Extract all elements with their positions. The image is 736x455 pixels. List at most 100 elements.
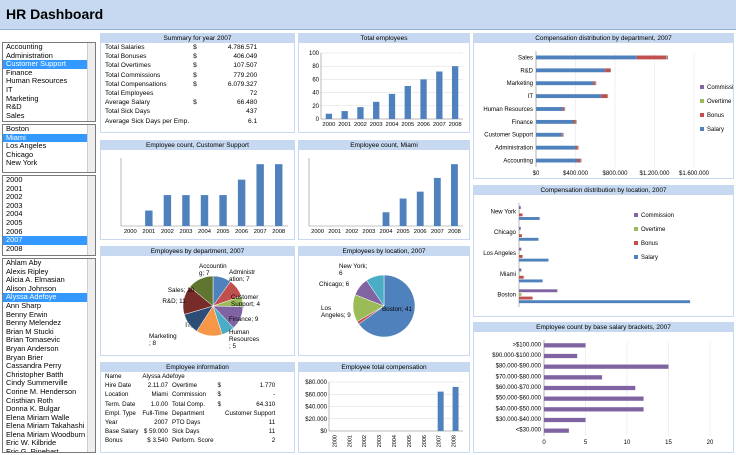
bar xyxy=(544,396,644,401)
bar-segment xyxy=(577,158,581,163)
departments-list-item[interactable]: Finance xyxy=(6,67,33,77)
employees-list-item[interactable]: Benny Melendez xyxy=(6,318,62,328)
x-tick-label: 2003 xyxy=(377,435,383,447)
scrollbar[interactable] xyxy=(87,259,95,452)
employees-list-item[interactable]: Bryan Anderson xyxy=(6,343,59,353)
x-tick-label: 2008 xyxy=(449,122,462,128)
employees-list-item[interactable]: Alyssa Adefoye xyxy=(3,293,95,302)
x-tick-label: 2006 xyxy=(422,435,428,447)
employee-list[interactable]: Ahlam Aby Alexis Ripley Alicia A. Elmasian… xyxy=(2,258,96,453)
employees-list-item[interactable]: Elena Miriam Takahashi xyxy=(6,421,85,431)
scrollbar[interactable] xyxy=(87,43,95,121)
pie-label: Administr ation; 7 xyxy=(229,269,255,283)
bar-segment xyxy=(536,94,602,99)
legend-label: Overtime xyxy=(707,99,732,105)
employees-list-item[interactable]: Christopher Batth xyxy=(6,369,64,379)
bar xyxy=(373,101,380,119)
employees-list-item[interactable]: Cristhian Roth xyxy=(6,395,53,405)
emp-count-loc-panel: Employee count, Miami 2000 2001 2002 2003 20… xyxy=(298,140,470,240)
departments-list-item[interactable]: Marketing xyxy=(6,93,39,103)
employees-list-item[interactable]: Alexis Ripley xyxy=(6,266,49,276)
year-list[interactable]: 2000 2001 2002 2003 2004 2005 2006 2007 2008 xyxy=(2,175,96,256)
department-list[interactable]: Accounting Administration Customer Support… xyxy=(2,42,96,122)
bar xyxy=(519,251,520,255)
bar-segment xyxy=(536,81,594,86)
employees-list-item[interactable]: Bryan Brier xyxy=(6,352,43,362)
bar xyxy=(544,364,669,369)
departments-list-item[interactable]: Accounting xyxy=(6,42,43,51)
employees-list-item[interactable]: Elena Miriam Woodburn xyxy=(6,429,86,439)
summary-table: Total Salaries $4.786.571 Total Bonuses $40… xyxy=(103,43,259,126)
departments-list-item[interactable]: Sales xyxy=(6,110,25,120)
emp-count-dept-title: Employee count, Customer Support xyxy=(101,141,294,150)
years-list-item[interactable]: 2000 xyxy=(6,175,23,184)
employees-list-item[interactable]: Eric W. Kilbride xyxy=(6,438,57,448)
y-tick-label: New York xyxy=(491,209,517,215)
legend-label: Commission xyxy=(707,85,733,91)
employees-list-item[interactable]: Eric G. Rinehart xyxy=(6,447,59,453)
years-list-item[interactable]: 2003 xyxy=(6,200,23,210)
locations-list-item[interactable]: Chicago xyxy=(6,149,34,159)
legend-swatch xyxy=(634,241,638,245)
employees-list-item[interactable]: Corine M. Henderson xyxy=(6,386,77,396)
employees-list-item[interactable]: Alicia A. Elmasian xyxy=(6,275,65,285)
pie-slice xyxy=(366,274,385,307)
departments-list-item[interactable]: R&D xyxy=(6,102,22,112)
employees-list-item[interactable]: Ann Sharp xyxy=(6,300,41,310)
location-list[interactable]: Boston Miami Los Angeles Chicago New York xyxy=(2,124,96,173)
bar xyxy=(452,386,459,431)
info-cell: 2 xyxy=(271,437,276,445)
emp-total-comp-chart: $0 $20.000 $40.000 $60.000 $80.000 2000 2001 20… xyxy=(305,380,463,447)
bar-segment xyxy=(593,81,596,86)
bar xyxy=(544,375,603,380)
years-list-item[interactable]: 2002 xyxy=(6,192,23,202)
employees-list-item[interactable]: Ahlam Aby xyxy=(6,258,42,267)
bar xyxy=(519,237,539,241)
departments-list-item[interactable]: IT xyxy=(6,84,13,94)
employees-list-item[interactable]: Brian M Stucki xyxy=(6,326,54,336)
total-employees-title: Total employees xyxy=(299,34,469,43)
departments-list-item[interactable]: Human Resources xyxy=(6,76,68,86)
x-tick-label: 2004 xyxy=(386,122,400,128)
legend-swatch xyxy=(700,85,704,89)
scrollbar[interactable] xyxy=(87,176,95,255)
bar xyxy=(237,179,246,226)
x-tick-label: 2007 xyxy=(254,229,267,235)
employees-list-item[interactable]: Alison Johnson xyxy=(6,283,57,293)
pie-label: Boston; 41 xyxy=(382,306,413,313)
years-list-item[interactable]: 2008 xyxy=(6,243,23,253)
info-cell: Base Salary xyxy=(105,428,139,436)
bar xyxy=(420,79,427,119)
info-cell xyxy=(216,436,223,445)
employees-list-item[interactable]: Elena Miriam Walle xyxy=(6,412,70,422)
employees-list-item[interactable]: Benny Erwin xyxy=(6,309,48,319)
bar xyxy=(451,164,458,226)
years-list-item[interactable]: 2001 xyxy=(6,183,23,193)
pie-label: Los Angeles; 9 xyxy=(321,305,351,319)
bar xyxy=(544,353,578,359)
years-list-item[interactable]: 2005 xyxy=(6,217,23,227)
x-tick-label: $800.000 xyxy=(602,171,628,177)
locations-list-item[interactable]: Boston xyxy=(6,124,30,133)
employees-list-item[interactable]: Cassandra Perry xyxy=(6,361,62,371)
summary-row: Total Salaries $4.786.571 xyxy=(103,43,259,52)
scrollbar[interactable] xyxy=(87,125,95,172)
employees-list-item[interactable]: Brian Tomasevic xyxy=(6,335,61,345)
locations-list-item[interactable]: Miami xyxy=(3,133,95,143)
departments-list-item[interactable]: Administration xyxy=(6,50,53,60)
departments-list-item[interactable]: Customer Support xyxy=(3,60,95,69)
employees-list-item[interactable]: Donna K. Bulgar xyxy=(6,404,61,414)
locations-list-item[interactable]: New York xyxy=(6,158,38,168)
summary-row: Average Salary $66.480 xyxy=(103,98,259,107)
emp-total-comp-title: Employee total compensation xyxy=(299,363,469,372)
years-list-item[interactable]: 2006 xyxy=(6,226,23,236)
locations-list-item[interactable]: Los Angeles xyxy=(6,141,47,151)
legend-swatch xyxy=(700,113,704,117)
info-cell: $ 3.540 xyxy=(147,437,168,445)
employees-list-item[interactable]: Cindy Summerville xyxy=(6,378,68,388)
bar-segment xyxy=(536,119,574,124)
years-list-item[interactable]: 2007 xyxy=(3,236,95,245)
y-tick-label: $60.000 xyxy=(305,392,327,398)
info-cell: Perform. Score xyxy=(171,437,214,445)
years-list-item[interactable]: 2004 xyxy=(6,209,23,219)
